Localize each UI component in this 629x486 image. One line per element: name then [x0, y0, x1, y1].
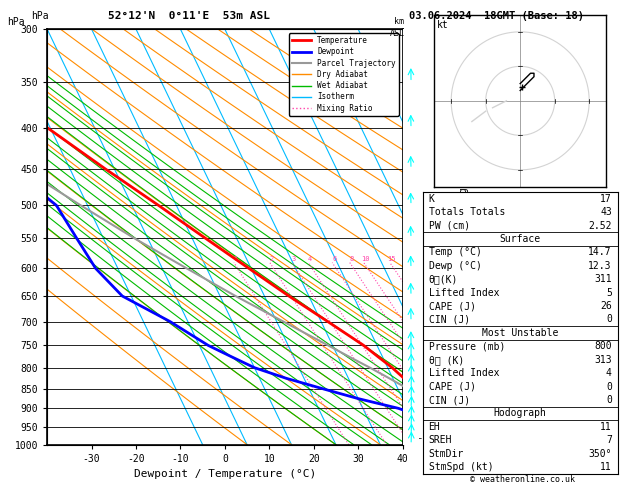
Text: 1: 1	[233, 256, 238, 262]
Text: Temp (°C): Temp (°C)	[428, 247, 481, 258]
Text: 0: 0	[606, 395, 612, 405]
Text: Most Unstable: Most Unstable	[482, 328, 559, 338]
Text: Dewp (°C): Dewp (°C)	[428, 261, 481, 271]
Text: EH: EH	[428, 422, 440, 432]
Text: 11: 11	[600, 422, 612, 432]
Text: 313: 313	[594, 355, 612, 365]
Text: K: K	[428, 194, 435, 204]
Text: © weatheronline.co.uk: © weatheronline.co.uk	[470, 474, 574, 484]
Text: 4: 4	[308, 256, 313, 262]
Text: 12.3: 12.3	[588, 261, 612, 271]
Text: 2.52: 2.52	[588, 221, 612, 230]
Text: 14.7: 14.7	[588, 247, 612, 258]
Text: 8: 8	[350, 256, 354, 262]
Text: 2: 2	[270, 256, 274, 262]
Text: 800: 800	[594, 341, 612, 351]
Text: km: km	[394, 17, 404, 26]
Text: 52°12'N  0°11'E  53m ASL: 52°12'N 0°11'E 53m ASL	[108, 11, 270, 21]
Text: 43: 43	[600, 207, 612, 217]
Text: ASL: ASL	[389, 29, 404, 38]
Text: Totals Totals: Totals Totals	[428, 207, 505, 217]
Text: 350°: 350°	[588, 449, 612, 459]
Text: 5: 5	[606, 288, 612, 297]
Text: 10: 10	[362, 256, 370, 262]
Text: 15: 15	[387, 256, 396, 262]
X-axis label: Dewpoint / Temperature (°C): Dewpoint / Temperature (°C)	[134, 469, 316, 479]
Text: 0: 0	[606, 382, 612, 392]
Text: 11: 11	[600, 462, 612, 472]
Legend: Temperature, Dewpoint, Parcel Trajectory, Dry Adiabat, Wet Adiabat, Isotherm, Mi: Temperature, Dewpoint, Parcel Trajectory…	[289, 33, 399, 116]
Text: PW (cm): PW (cm)	[428, 221, 470, 230]
Text: CAPE (J): CAPE (J)	[428, 382, 476, 392]
Text: StmDir: StmDir	[428, 449, 464, 459]
Text: 0: 0	[606, 314, 612, 325]
Text: hPa: hPa	[31, 11, 49, 21]
Text: Lifted Index: Lifted Index	[428, 288, 499, 297]
Text: Lifted Index: Lifted Index	[428, 368, 499, 378]
Text: hPa: hPa	[8, 17, 25, 27]
Y-axis label: Mixing Ratio (g/kg): Mixing Ratio (g/kg)	[459, 181, 469, 293]
Text: Pressure (mb): Pressure (mb)	[428, 341, 505, 351]
Text: CAPE (J): CAPE (J)	[428, 301, 476, 311]
Text: 3: 3	[292, 256, 296, 262]
Text: Surface: Surface	[499, 234, 541, 244]
Text: 20: 20	[407, 256, 415, 262]
Text: 311: 311	[594, 274, 612, 284]
Text: 4: 4	[606, 368, 612, 378]
Text: θᴄ(K): θᴄ(K)	[428, 274, 458, 284]
Text: θᴄ (K): θᴄ (K)	[428, 355, 464, 365]
Text: 6: 6	[332, 256, 337, 262]
Text: kt: kt	[437, 20, 449, 30]
Text: CIN (J): CIN (J)	[428, 395, 470, 405]
Text: 26: 26	[600, 301, 612, 311]
Text: CIN (J): CIN (J)	[428, 314, 470, 325]
Text: StmSpd (kt): StmSpd (kt)	[428, 462, 493, 472]
Text: Hodograph: Hodograph	[494, 408, 547, 418]
Text: 17: 17	[600, 194, 612, 204]
Text: LCL: LCL	[407, 432, 422, 441]
Text: 03.06.2024  18GMT (Base: 18): 03.06.2024 18GMT (Base: 18)	[409, 11, 584, 21]
Text: SREH: SREH	[428, 435, 452, 445]
Text: 7: 7	[606, 435, 612, 445]
